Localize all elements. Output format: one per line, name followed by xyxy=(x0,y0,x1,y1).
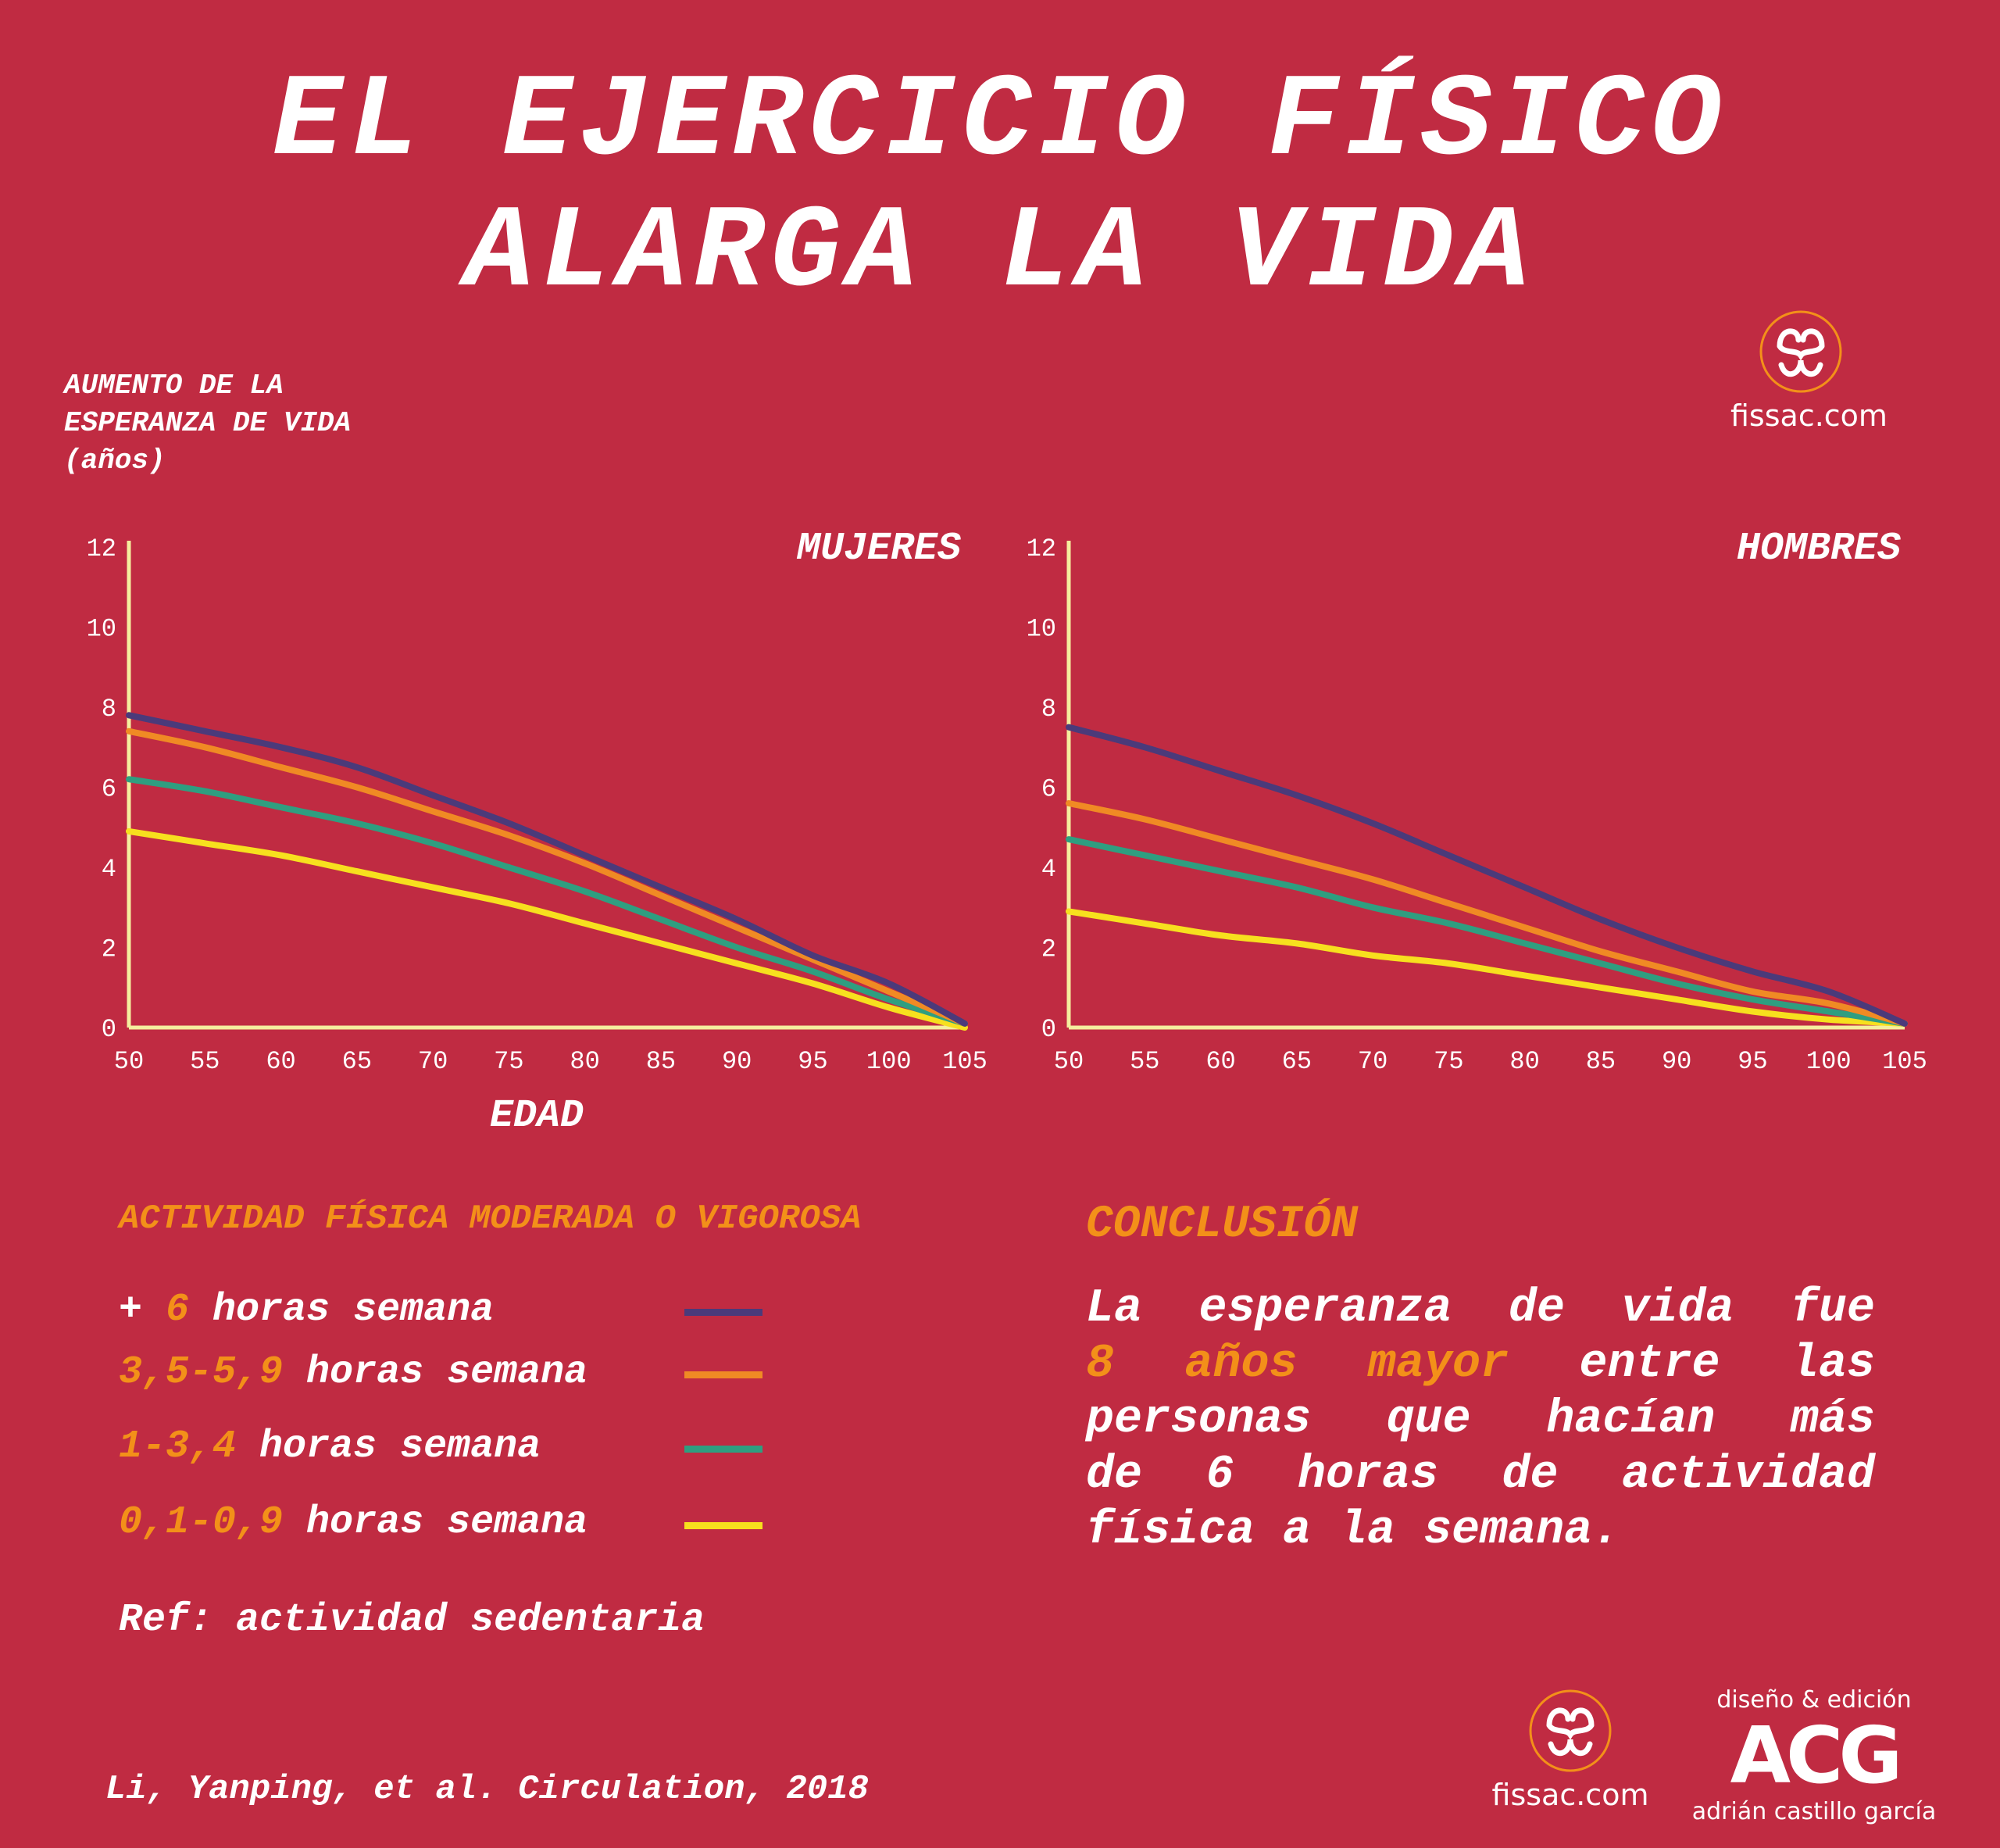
fissac-logo-top: fissac.com xyxy=(1730,309,1888,433)
y-tick-label: 2 xyxy=(1041,935,1056,964)
x-tick-label: 90 xyxy=(722,1047,752,1076)
x-tick-label: 60 xyxy=(266,1047,295,1076)
x-tick-label: 55 xyxy=(1130,1047,1159,1076)
x-tick-label: 105 xyxy=(942,1047,988,1076)
legend-value: 3,5-5,9 xyxy=(119,1350,284,1395)
legend-suffix: horas semana xyxy=(189,1288,495,1332)
legend-item-6-plus: + 6 horas semana xyxy=(119,1288,494,1332)
conclusion-line: La esperanza de vida fue xyxy=(1086,1282,1875,1335)
conclusion-line: personas que hacían más xyxy=(1086,1393,1875,1446)
x-tick-label: 60 xyxy=(1205,1047,1235,1076)
x-tick-label: 65 xyxy=(342,1047,372,1076)
credits-name: adrián castillo garcía xyxy=(1691,1798,1937,1825)
legend-swatch-yellow xyxy=(684,1522,762,1529)
x-tick-label: 95 xyxy=(798,1047,827,1076)
legend-heading: ACTIVIDAD FÍSICA MODERADA O VIGOROSA xyxy=(119,1199,862,1239)
x-tick-label: 55 xyxy=(190,1047,220,1076)
conclusion-line: de 6 horas de actividad xyxy=(1086,1449,1875,1502)
conclusion-body: La esperanza de vida fue 8 años mayor en… xyxy=(1086,1281,1875,1559)
legend-suffix: horas semana xyxy=(236,1424,541,1469)
y-tick-label: 4 xyxy=(1041,855,1056,884)
y-tick-label: 0 xyxy=(102,1015,116,1044)
x-tick-label: 75 xyxy=(1434,1047,1463,1076)
y-axis-label-line-2: ESPERANZA DE VIDA xyxy=(64,407,352,439)
series-line xyxy=(1066,800,1908,1027)
conclusion-line: 8 años mayor entre las xyxy=(1086,1337,1875,1392)
y-tick-label: 6 xyxy=(102,775,116,804)
legend-swatch-green xyxy=(684,1446,762,1453)
x-tick-label: 75 xyxy=(494,1047,523,1076)
y-tick-label: 8 xyxy=(102,695,116,724)
x-tick-label: 70 xyxy=(1358,1047,1388,1076)
y-tick-label: 12 xyxy=(1027,534,1056,563)
x-tick-label: 95 xyxy=(1738,1047,1767,1076)
fissac-logo-icon xyxy=(1529,1689,1612,1772)
chart-title: HOMBRES xyxy=(1737,527,1901,571)
fissac-logo-bottom: fissac.com xyxy=(1480,1688,1660,1812)
y-tick-label: 2 xyxy=(102,935,116,964)
chart-title: MUJERES xyxy=(796,527,961,571)
title-line-2: ALARGA LA VIDA xyxy=(463,188,1537,320)
y-tick-label: 8 xyxy=(1041,695,1056,724)
acg-credits: diseño & edición ACG adrián castillo gar… xyxy=(1689,1686,1939,1825)
y-tick-label: 4 xyxy=(102,855,116,884)
conclusion-heading: CONCLUSIÓN xyxy=(1086,1199,1359,1250)
x-axis-label: EDAD xyxy=(490,1094,584,1138)
series-line xyxy=(126,827,968,1031)
x-tick-label: 100 xyxy=(1806,1047,1852,1076)
x-tick-label: 80 xyxy=(1509,1047,1539,1076)
x-tick-label: 100 xyxy=(866,1047,912,1076)
title-line-1: EL EJERCICIO FÍSICO xyxy=(272,56,1728,189)
series-line xyxy=(126,727,968,1027)
conclusion-highlight: 8 años mayor xyxy=(1086,1338,1509,1391)
x-tick-label: 70 xyxy=(418,1047,448,1076)
y-tick-label: 12 xyxy=(87,534,116,563)
legend-item-1-3: 1-3,4 horas semana xyxy=(119,1424,541,1469)
legend-value: 1-3,4 xyxy=(119,1424,237,1469)
acg-logo: ACG xyxy=(1730,1710,1903,1801)
fissac-logo-icon xyxy=(1759,310,1842,393)
x-tick-label: 80 xyxy=(570,1047,599,1076)
citation: Li, Yanping, et al. Circulation, 2018 xyxy=(105,1770,869,1809)
series-line xyxy=(126,712,968,1027)
y-tick-label: 10 xyxy=(1027,615,1056,644)
y-tick-label: 6 xyxy=(1041,775,1056,804)
fissac-logo-text: fissac.com xyxy=(1730,399,1888,433)
legend-item-3-5: 3,5-5,9 horas semana xyxy=(119,1350,588,1395)
x-tick-label: 85 xyxy=(646,1047,676,1076)
legend-swatch-purple xyxy=(684,1309,762,1316)
x-tick-label: 105 xyxy=(1882,1047,1927,1076)
legend-swatch-orange xyxy=(684,1371,762,1378)
chart-hombres: 0 2 4 6 8 10 12 50 55 60 65 70 75 80 85 90 95 100 105 HOMBR… xyxy=(1027,527,1927,1076)
y-axis-label-line-3: (años) xyxy=(64,445,166,477)
chart-mujeres: 0 2 4 6 8 10 12 50 55 60 65 70 75 80 85 90 95 100 105 MUJER… xyxy=(87,527,988,1076)
series-line xyxy=(1066,836,1908,1027)
series-line xyxy=(1066,724,1908,1027)
y-axis-label: AUMENTO DE LA ESPERANZA DE VIDA (años) xyxy=(64,367,351,480)
legend-value: 6 xyxy=(166,1288,190,1332)
legend-item-0-1: 0,1-0,9 horas semana xyxy=(119,1500,588,1545)
legend-suffix: horas semana xyxy=(283,1350,588,1395)
x-tick-label: 90 xyxy=(1662,1047,1691,1076)
legend-suffix: horas semana xyxy=(283,1500,588,1545)
y-axis-label-line-1: AUMENTO DE LA xyxy=(64,370,284,402)
x-tick-label: 85 xyxy=(1586,1047,1616,1076)
conclusion-line: física a la semana. xyxy=(1086,1504,1621,1557)
series-line xyxy=(126,776,968,1027)
conclusion-line-rest: entre las xyxy=(1579,1338,1875,1391)
y-tick-label: 10 xyxy=(87,615,116,644)
credits-line: diseño & edición xyxy=(1716,1686,1912,1714)
series-line xyxy=(1066,908,1908,1027)
reference-note: Ref: actividad sedentaria xyxy=(119,1598,705,1642)
fissac-logo-text: fissac.com xyxy=(1491,1778,1649,1812)
x-tick-label: 50 xyxy=(1054,1047,1084,1076)
y-tick-label: 0 xyxy=(1041,1015,1056,1044)
legend-prefix: + xyxy=(119,1288,166,1332)
x-tick-label: 50 xyxy=(114,1047,144,1076)
legend-value: 0,1-0,9 xyxy=(119,1500,284,1545)
x-tick-label: 65 xyxy=(1282,1047,1312,1076)
